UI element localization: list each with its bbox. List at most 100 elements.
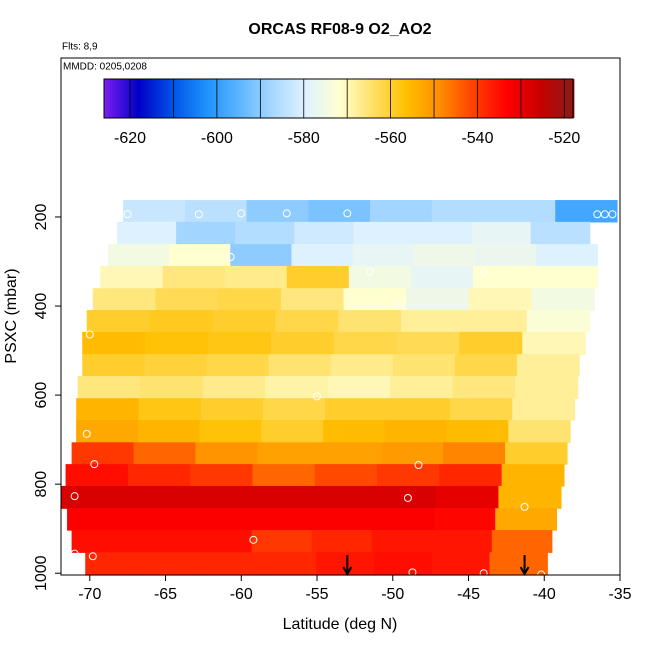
cell: [531, 288, 595, 311]
observation: [600, 210, 609, 219]
colorbar-swatch: [270, 79, 273, 118]
cell: [526, 310, 591, 333]
cell: [311, 530, 373, 553]
colorbar-swatch: [548, 79, 551, 118]
cell: [406, 288, 470, 311]
colorbar-swatch: [292, 79, 295, 118]
colorbar-swatch: [206, 79, 209, 118]
colorbar-swatch: [166, 79, 169, 118]
colorbar-swatch: [344, 79, 347, 118]
cell: [202, 375, 266, 399]
colorbar-swatch: [120, 79, 123, 118]
cell: [268, 354, 332, 377]
x-axis-label: Latitude (deg N): [283, 616, 398, 633]
cell: [522, 331, 586, 355]
colorbar-swatch: [202, 79, 205, 118]
cell: [353, 221, 414, 245]
cell: [377, 464, 440, 487]
colorbar-swatch: [316, 79, 319, 118]
colorbar-swatch: [182, 79, 185, 118]
cell: [191, 530, 253, 553]
cell: [555, 200, 618, 223]
observation: [414, 461, 423, 470]
colorbar-swatch: [132, 79, 135, 118]
cell: [392, 354, 456, 377]
cell: [493, 200, 556, 223]
colorbar-swatch: [390, 79, 393, 118]
cell: [333, 331, 398, 355]
colorbar-swatch: [204, 79, 207, 118]
observation: [479, 569, 488, 578]
x-tick-label: -65: [154, 586, 177, 603]
cell: [263, 398, 326, 421]
cell: [515, 375, 579, 399]
colorbar-swatch: [484, 79, 487, 118]
colorbar-swatch: [326, 79, 329, 118]
colorbar-swatch: [264, 79, 267, 118]
colorbar-swatch: [508, 79, 511, 118]
cell: [162, 265, 226, 289]
cell: [133, 442, 197, 465]
colorbar-swatch: [566, 79, 569, 118]
cell: [516, 354, 580, 377]
colorbar-swatch: [244, 79, 247, 118]
cell: [85, 552, 144, 576]
observation: [88, 552, 97, 561]
cell: [117, 221, 177, 245]
cell: [463, 310, 528, 333]
observation: [194, 210, 203, 219]
colorbar-swatch: [392, 79, 395, 118]
colorbar-swatch: [142, 79, 145, 118]
observation: [479, 267, 488, 276]
cell: [374, 552, 433, 576]
colorbar-swatch: [374, 79, 377, 118]
colorbar-swatch: [256, 79, 259, 118]
colorbar-swatch: [370, 79, 373, 118]
colorbar-swatch: [468, 79, 471, 118]
cell: [176, 221, 236, 245]
cell: [218, 288, 282, 311]
plot-frame: [60, 57, 621, 576]
colorbar-swatch: [174, 79, 177, 118]
colorbar-swatch: [552, 79, 555, 118]
colorbar-swatch: [280, 79, 283, 118]
colorbar-swatch: [322, 79, 325, 118]
colorbar-swatch: [262, 79, 265, 118]
observation: [282, 209, 291, 218]
colorbar-swatch: [562, 79, 565, 118]
cell: [390, 375, 454, 399]
colorbar-swatch: [474, 79, 477, 118]
colorbar-swatch: [118, 79, 121, 118]
colorbar-swatch: [168, 79, 171, 118]
colorbar-swatch: [564, 79, 567, 118]
colorbar-swatch: [526, 79, 529, 118]
cell: [471, 221, 532, 245]
cell: [446, 420, 509, 443]
colorbar-swatch: [186, 79, 189, 118]
colorbar-swatch: [258, 79, 261, 118]
colorbar-swatch: [116, 79, 119, 118]
cell: [323, 420, 386, 443]
observation: [249, 535, 258, 544]
cell: [200, 398, 264, 421]
cell: [275, 310, 339, 333]
observation: [123, 210, 132, 219]
observation: [85, 330, 94, 339]
colorbar-swatch: [320, 79, 323, 118]
colorbar-swatch: [156, 79, 159, 118]
cell: [149, 310, 214, 333]
colorbar-swatch: [416, 79, 419, 118]
colorbar-swatch: [512, 79, 515, 118]
colorbar-swatch: [434, 79, 437, 118]
chart-title: ORCAS RF08-9 O2_AO2: [248, 21, 431, 38]
colorbar-swatch: [544, 79, 547, 118]
cell: [67, 508, 129, 531]
colorbar-swatch: [136, 79, 139, 118]
colorbar-swatch: [240, 79, 243, 118]
cell: [319, 442, 382, 465]
colorbar-swatch: [360, 79, 363, 118]
colorbar-swatch: [250, 79, 253, 118]
colorbar-swatch: [472, 79, 475, 118]
colorbar-swatch: [464, 79, 467, 118]
cell: [127, 464, 191, 487]
